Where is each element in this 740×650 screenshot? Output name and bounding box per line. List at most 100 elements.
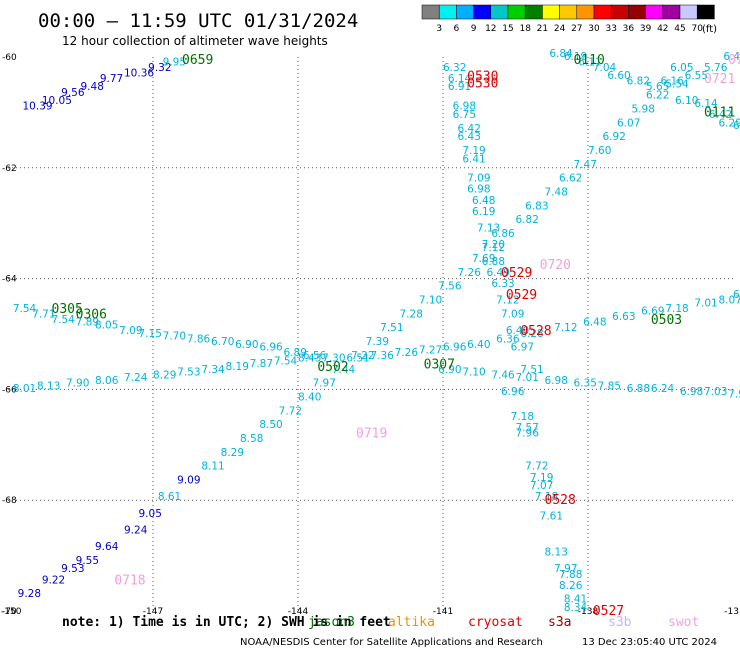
wave-height-label: 8.58 (240, 433, 263, 445)
wave-height-label: 9.24 (124, 524, 148, 536)
wave-height-label: 9.48 (81, 81, 104, 93)
wave-height-label: 7.01 (516, 372, 539, 384)
footer-credit: NOAA/NESDIS Center for Satellite Applica… (240, 637, 543, 648)
wave-height-label: 7.71 (32, 308, 55, 320)
wave-height-label: 6.43 (458, 131, 481, 143)
wave-height-label: 7.09 (467, 173, 490, 185)
legend-swatch (628, 4, 646, 20)
legend-tick-label: 30 (588, 24, 600, 34)
legend-swatch (559, 4, 578, 20)
wave-height-label: 8.29 (221, 447, 244, 459)
wave-height-label: 8.29 (153, 369, 176, 381)
wave-height-label: 7.61 (540, 511, 563, 523)
wave-height-label: 6.8 (733, 120, 740, 132)
wave-height-label: 8.34 (564, 602, 588, 614)
wave-height-label: 7.12 (554, 322, 577, 334)
wave-height-label: 7.18 (535, 491, 558, 503)
satellite-label: jason3 (308, 615, 355, 630)
legend-tick-label: 33 (605, 24, 616, 34)
legend-tick-label: 21 (537, 24, 548, 34)
wave-height-label: 6.07 (617, 117, 640, 129)
x-tick-label: -150 (1, 607, 22, 617)
wave-height-label: 8.13 (37, 380, 60, 392)
wave-height-label: 6.24 (651, 383, 675, 395)
wave-height-label: 7.26 (458, 267, 482, 279)
time-label: 0530 (467, 69, 498, 84)
wave-height-label: 7.26 (395, 347, 419, 359)
time-label: 0111 (704, 105, 735, 120)
legend-tick-label: 3 (436, 24, 442, 34)
time-label: 0528 (520, 324, 551, 339)
wave-height-label: 6.69 (641, 306, 664, 318)
wave-height-label: 6.56 (303, 350, 327, 362)
wave-height-label: 8.07 (719, 295, 740, 307)
legend-tick-label: 6 (454, 24, 460, 34)
wave-height-label: 7.10 (462, 367, 485, 379)
legend-swatch (421, 4, 440, 20)
wave-height-label: 6.28 (520, 328, 543, 340)
time-label: 0529 (506, 288, 537, 303)
wave-height-label: 6.42 (458, 123, 481, 135)
wave-height-label: 6.90 (438, 364, 461, 376)
wave-height-label: 7.07 (530, 480, 553, 492)
wave-height-label: 6.41 (462, 153, 485, 165)
wave-height-label: 7.01 (694, 297, 717, 309)
wave-height-label: 6.48 (472, 195, 495, 207)
wave-height-label: 6.49 (487, 267, 510, 279)
wave-height-label: 7.56 (438, 281, 462, 293)
x-tick-label: -147 (143, 607, 163, 617)
wave-height-label: 7.28 (400, 308, 423, 320)
legend-swatch (438, 4, 457, 20)
wave-height-label: 7.19 (530, 472, 553, 484)
wave-height-label: 5.76 (704, 62, 728, 74)
time-label: 0720 (540, 258, 571, 273)
wave-height-label: 6.10 (675, 95, 698, 107)
legend-swatch (662, 4, 681, 20)
y-tick-label: -70 (2, 607, 17, 617)
time-label: 0306 (76, 308, 107, 323)
wave-height-label: 7.18 (665, 303, 688, 315)
wave-height-label: 6.70 (211, 336, 234, 348)
wave-height-label: 7.51 (520, 364, 543, 376)
wave-height-label: 6.55 (685, 70, 708, 82)
wave-height-label: 7.34 (201, 364, 225, 376)
wave-height-label: 6.40 (506, 325, 529, 337)
wave-height-label: 7.47 (574, 159, 597, 171)
wave-height-label: 7.09 (119, 325, 142, 337)
wave-height-label: 6.98 (545, 375, 568, 387)
time-label: 0718 (114, 574, 145, 589)
wave-height-label: 7.72 (279, 405, 302, 417)
x-tick-label: -144 (288, 607, 309, 617)
legend-tick-label: 24 (554, 24, 566, 34)
wave-height-label: 6.97 (511, 342, 534, 354)
wave-height-label: 6.14 (448, 73, 472, 85)
time-label: 0110 (574, 53, 605, 68)
wave-height-label: 6.98 (453, 101, 476, 113)
legend-swatch (507, 4, 526, 20)
wave-height-label: 9.05 (139, 508, 162, 520)
wave-height-label: 7.22 (351, 350, 374, 362)
wave-height-label: 9.53 (61, 563, 84, 575)
plot-area (0, 55, 740, 611)
time-label: 0307 (424, 357, 455, 372)
wave-height-label: 9.09 (177, 475, 200, 487)
wave-height-label: 7.69 (472, 253, 495, 265)
wave-height-label: 6 (733, 289, 740, 301)
wave-height-label: 6.51 (346, 353, 369, 365)
wave-height-label: 6.14 (694, 98, 718, 110)
x-tick-label: -13 (724, 607, 739, 617)
wave-height-label: 7.89 (76, 317, 99, 329)
time-label: 0719 (356, 427, 387, 442)
chart-subtitle: 12 hour collection of altimeter wave hei… (62, 34, 328, 48)
wave-height-label: 7.30 (322, 353, 345, 365)
wave-height-label: 6.96 (259, 342, 283, 354)
wave-height-label: 6.96 (501, 386, 525, 398)
wave-height-label: 7.03 (704, 386, 727, 398)
time-label: 0529 (501, 266, 532, 281)
axis-tick-labels: -60 -62 -64 -66 -68 -70-150 -147 -144 -141 -138 -1… (1, 53, 739, 617)
wave-height-label: 5.54 (665, 78, 689, 90)
wave-height-label: 6.82 (516, 214, 539, 226)
wave-height-label: 7.97 (554, 563, 577, 575)
wave-height-label: 10.39 (23, 101, 53, 113)
wave-height-label: 6.35 (574, 378, 597, 390)
